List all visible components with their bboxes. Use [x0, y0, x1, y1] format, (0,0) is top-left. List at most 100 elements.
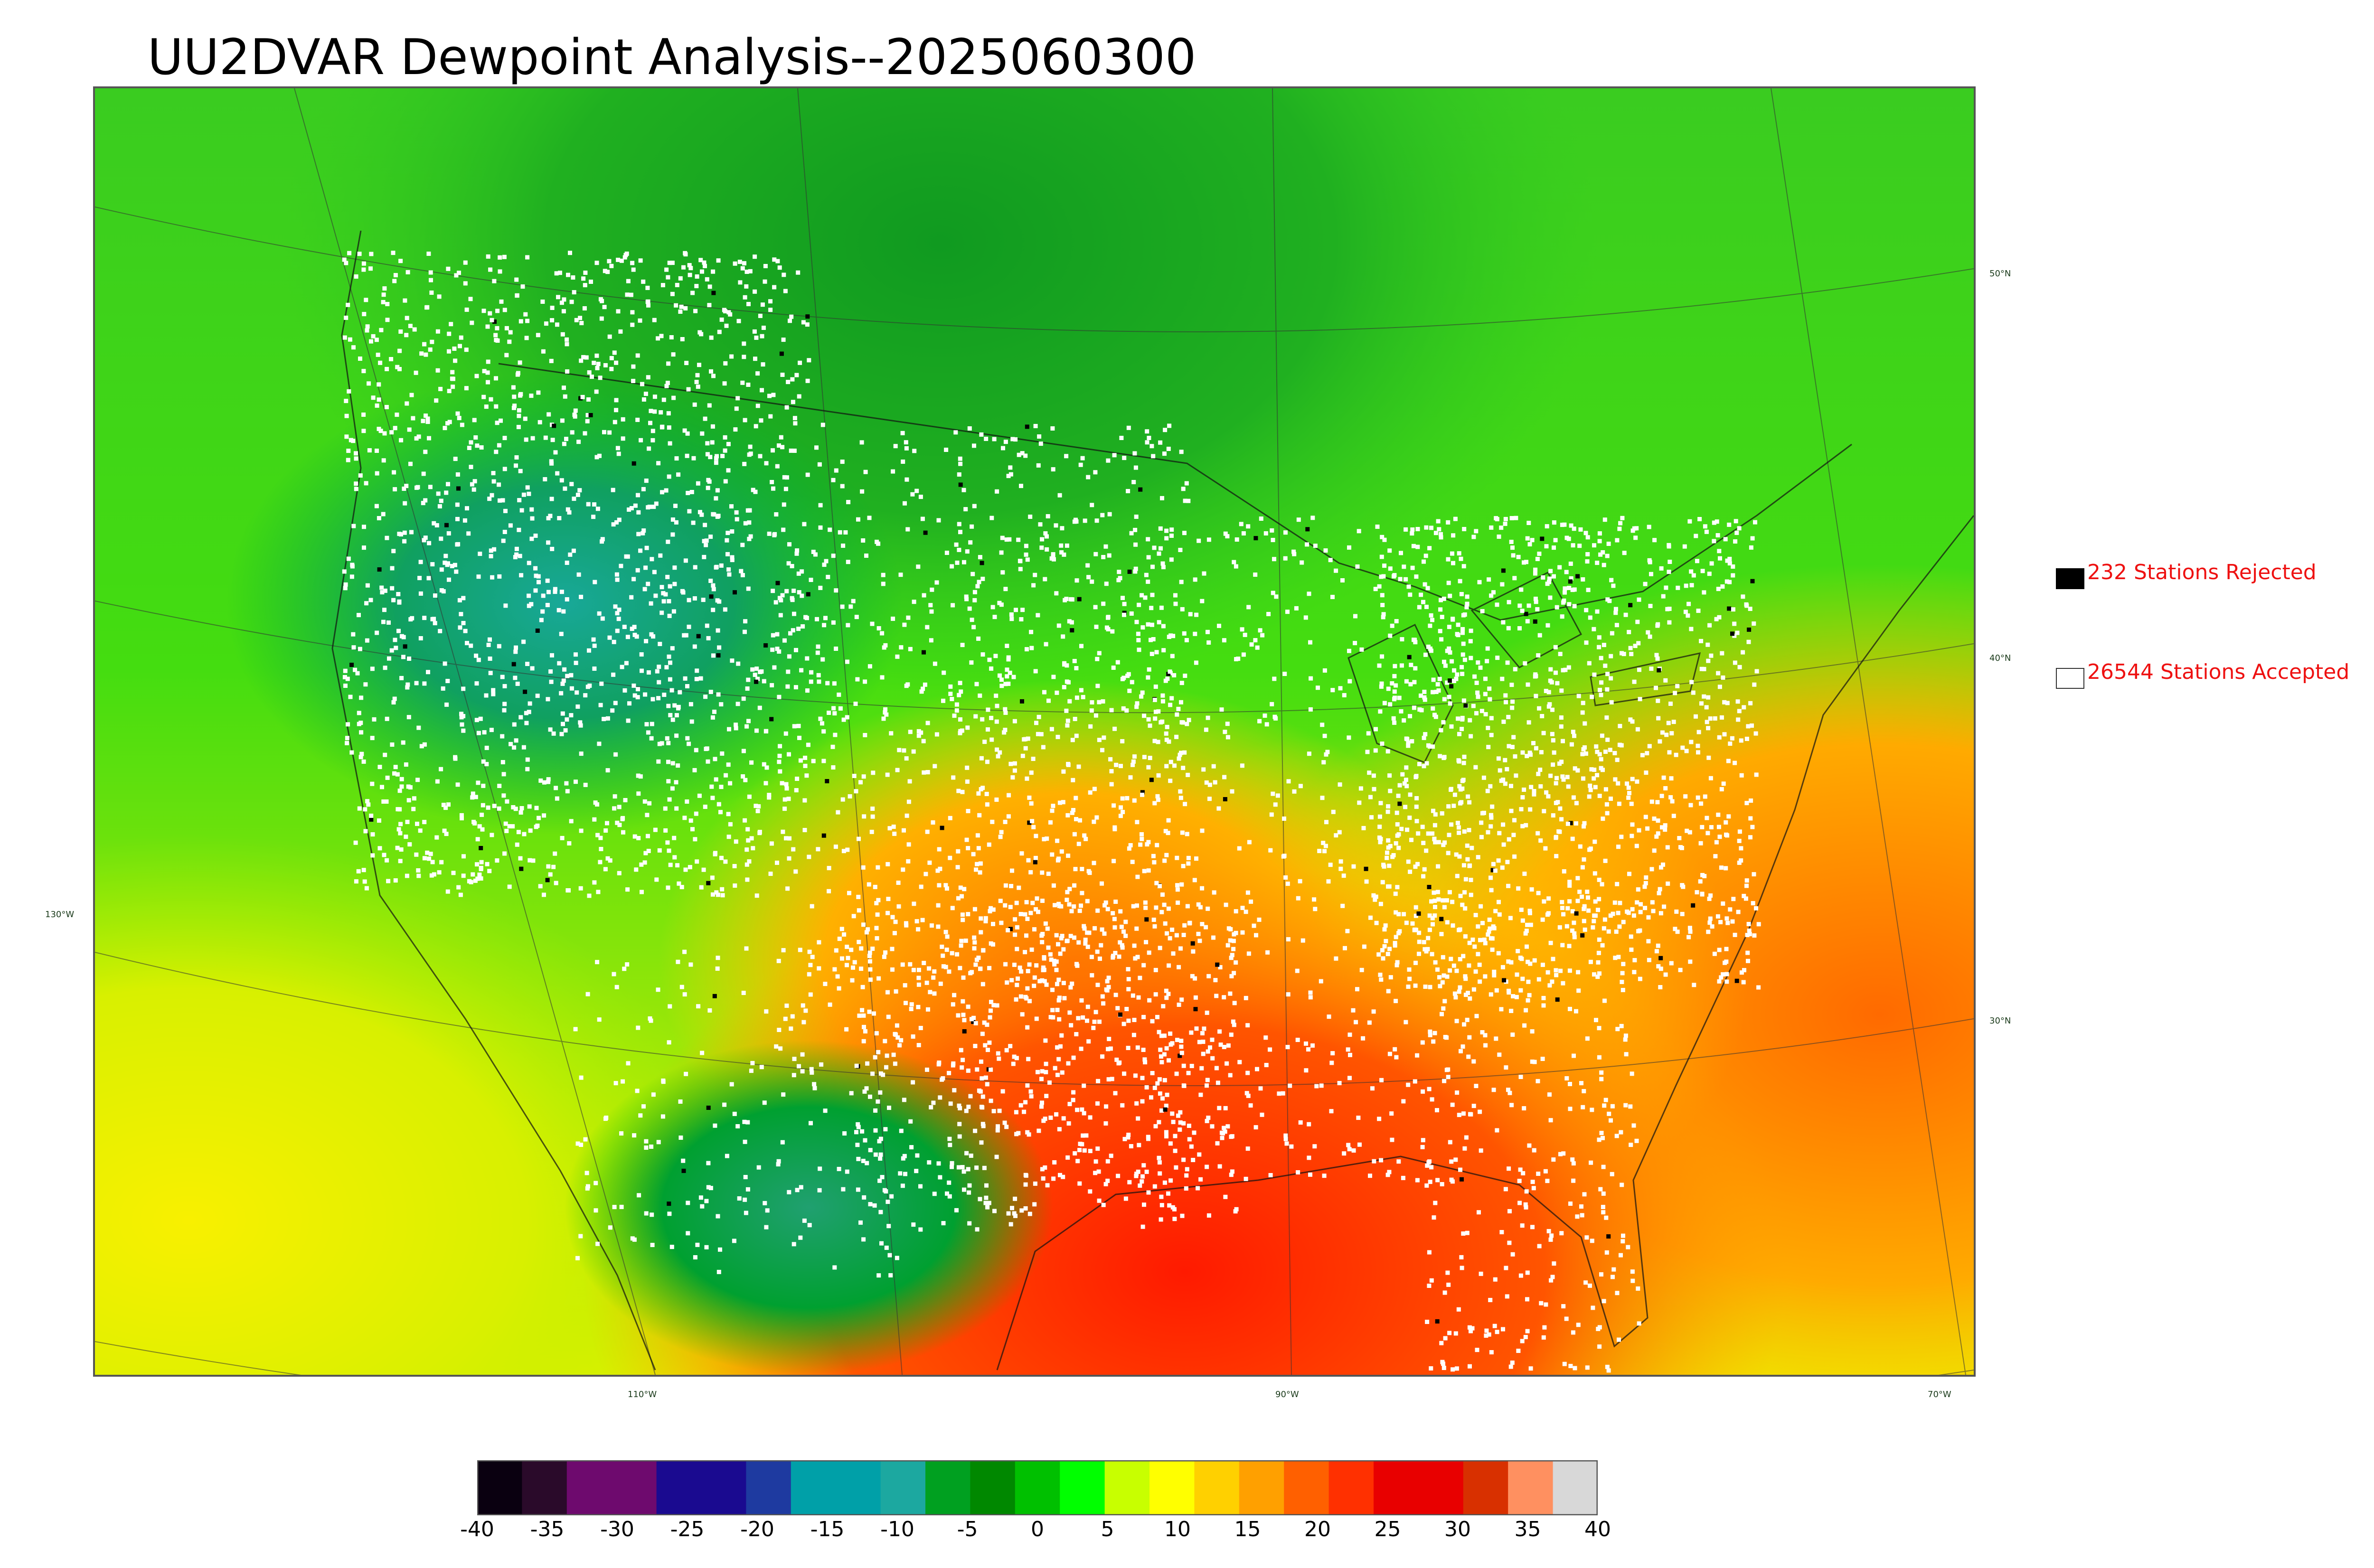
station-marker: [1696, 743, 1700, 748]
station-marker: [1153, 1124, 1158, 1128]
station-marker: [1709, 825, 1714, 829]
station-marker: [1113, 993, 1118, 997]
station-marker: [1466, 794, 1470, 799]
station-marker: [966, 912, 970, 917]
station-marker: [915, 1153, 920, 1158]
station-marker: [1007, 537, 1012, 542]
station-marker: [370, 853, 375, 858]
station-marker: [1066, 854, 1071, 858]
station-marker: [1505, 1294, 1509, 1299]
station-marker: [1379, 1158, 1384, 1163]
station-marker: [1158, 1047, 1163, 1052]
station-marker: [1547, 983, 1552, 988]
station-marker: [1438, 629, 1442, 633]
station-marker: [1581, 1105, 1585, 1109]
station-marker: [1098, 957, 1102, 961]
station-marker: [1583, 745, 1587, 750]
station-marker: [1540, 962, 1545, 967]
station-marker: [470, 320, 474, 325]
station-marker: [424, 352, 428, 357]
station-marker: [1422, 867, 1427, 872]
station-marker: [1691, 573, 1696, 578]
station-marker: [705, 441, 710, 446]
station-marker: [402, 530, 407, 535]
station-marker: [1580, 894, 1584, 899]
station-marker: [730, 658, 735, 663]
station-marker: [1601, 1191, 1606, 1196]
station-marker: [1041, 1176, 1046, 1181]
station-marker: [1483, 676, 1488, 681]
station-marker: [1163, 829, 1168, 834]
station-marker: [1308, 1172, 1312, 1177]
station-marker: [700, 1051, 705, 1055]
station-marker: [1045, 926, 1050, 931]
station-marker: [985, 1023, 989, 1027]
station-marker: [1153, 992, 1158, 997]
station-marker: [557, 516, 562, 520]
station-marker: [664, 267, 669, 272]
station-marker: [1122, 601, 1127, 606]
station-marker: [587, 893, 592, 898]
station-marker: [1181, 1063, 1186, 1068]
station-marker: [834, 588, 838, 593]
station-marker: [1222, 1045, 1226, 1049]
station-marker: [474, 653, 479, 658]
station-marker: [975, 1067, 980, 1072]
station-marker: [1584, 1235, 1589, 1240]
station-marker: [415, 485, 419, 490]
station-marker: [560, 418, 565, 423]
station-marker: [556, 295, 560, 300]
station-marker: [1700, 569, 1705, 573]
station-marker: [1153, 967, 1158, 972]
station-marker: [1282, 672, 1287, 676]
station-marker: [975, 862, 980, 866]
station-marker: [656, 336, 660, 341]
station-marker: [1180, 830, 1185, 835]
station-marker: [1019, 851, 1024, 856]
station-marker: [1128, 775, 1133, 780]
station-marker: [380, 590, 385, 595]
station-marker: [1708, 716, 1713, 721]
station-marker: [1027, 795, 1032, 800]
station-marker: [1291, 549, 1296, 554]
station-marker: [1325, 750, 1330, 754]
station-marker: [799, 1185, 803, 1190]
station-marker: [959, 939, 964, 943]
station-marker: [1019, 969, 1024, 974]
station-marker: [1474, 529, 1479, 534]
station-marker: [1558, 968, 1563, 973]
station-marker: [1157, 1077, 1162, 1082]
station-marker: [427, 541, 432, 545]
station-marker: [425, 850, 430, 855]
station-marker: [1170, 928, 1175, 932]
station-marker: [1205, 1078, 1210, 1082]
station-marker: [1637, 667, 1641, 672]
station-marker: [1183, 802, 1187, 807]
station-marker: [1529, 887, 1534, 892]
station-marker: [1452, 991, 1457, 996]
dewpoint-map[interactable]: 50°N 40°N 30°N: [93, 86, 2011, 1377]
station-marker: [688, 702, 693, 706]
station-marker: [445, 421, 450, 426]
station-marker: [1488, 926, 1492, 931]
station-marker: [1667, 620, 1672, 625]
station-marker: [1092, 861, 1096, 865]
station-marker: [1342, 1151, 1347, 1156]
station-marker: [497, 443, 501, 448]
station-marker: [816, 673, 821, 677]
station-marker: [1552, 1261, 1556, 1266]
station-marker: [1385, 1173, 1390, 1177]
station-marker: [861, 538, 866, 543]
station-marker: [1298, 1120, 1303, 1125]
station-marker: [1377, 663, 1382, 668]
station-marker: [921, 739, 926, 743]
station-marker: [1369, 815, 1374, 820]
station-marker: [346, 302, 350, 307]
station-marker: [1079, 998, 1084, 1003]
station-marker: [1009, 978, 1014, 983]
station-marker: [1086, 475, 1091, 479]
station-marker: [1532, 958, 1537, 963]
station-marker: [1143, 595, 1148, 600]
station-marker: [1059, 849, 1064, 854]
station-marker: [1632, 958, 1637, 963]
